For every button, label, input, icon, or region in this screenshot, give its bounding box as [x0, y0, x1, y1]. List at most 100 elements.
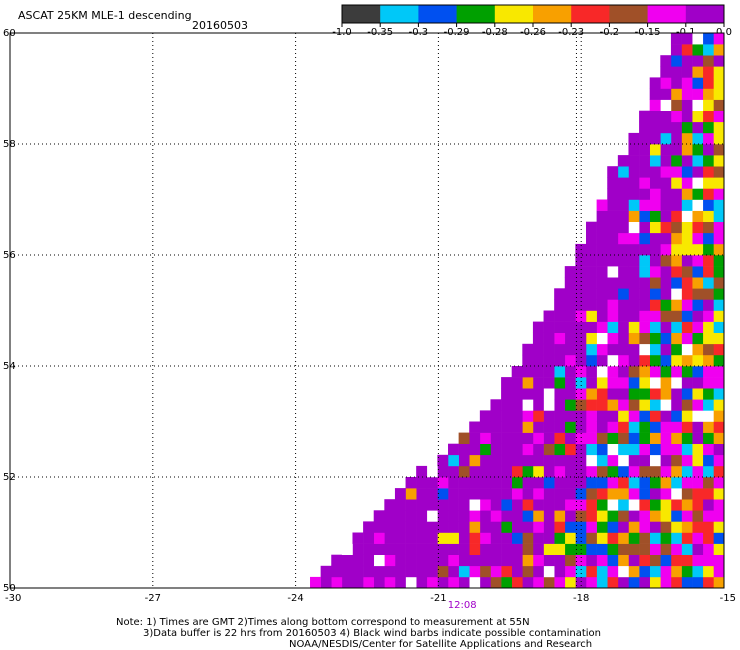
heatmap-cell: [660, 155, 672, 167]
heatmap-cell: [702, 121, 714, 134]
heatmap-cell: [692, 366, 704, 378]
heatmap-cell: [702, 521, 714, 533]
heatmap-cell: [384, 532, 396, 544]
heatmap-cell: [437, 477, 449, 489]
heatmap-cell: [341, 554, 353, 567]
heatmap-cell: [607, 532, 619, 544]
heatmap-cell: [501, 432, 512, 444]
heatmap-cell: [617, 221, 629, 234]
heatmap-cell: [586, 221, 597, 234]
heatmap-cell: [564, 288, 576, 300]
heatmap-cell: [363, 543, 375, 555]
heatmap-cell: [469, 477, 481, 489]
heatmap-cell: [617, 166, 629, 178]
heatmap-cell: [702, 321, 714, 333]
heatmap-cell: [713, 510, 725, 522]
heatmap-cell: [511, 388, 523, 400]
heatmap-cell: [628, 132, 640, 145]
heatmap-cell: [670, 321, 682, 333]
heatmap-cell: [564, 354, 576, 367]
heatmap-cell: [394, 499, 406, 511]
heatmap-cell: [532, 554, 544, 567]
heatmap-cell: [405, 554, 417, 567]
heatmap-cell: [479, 443, 491, 456]
heatmap-cell: [628, 177, 640, 189]
heatmap-cell: [660, 210, 672, 222]
heatmap-cell: [522, 432, 534, 444]
heatmap-cell: [670, 288, 682, 300]
heatmap-cell: [649, 77, 661, 89]
heatmap-cell: [702, 488, 714, 500]
heatmap-cell: [607, 277, 619, 289]
heatmap-cell: [628, 343, 640, 356]
y-tick-label: 52: [3, 472, 16, 483]
heatmap-cell: [660, 465, 672, 478]
heatmap-cell: [586, 432, 597, 444]
heatmap-cell: [437, 543, 449, 555]
heatmap-cell: [702, 77, 714, 89]
heatmap-cell: [617, 177, 629, 189]
heatmap-cell: [649, 255, 661, 267]
heatmap-cell: [692, 77, 704, 89]
heatmap-cell: [596, 521, 608, 533]
heatmap-cell: [458, 521, 470, 533]
heatmap-cell: [628, 477, 640, 489]
heatmap-cell: [522, 465, 534, 478]
heatmap-cell: [670, 299, 682, 311]
heatmap-cell: [713, 443, 725, 456]
heatmap-cell: [702, 221, 714, 234]
heatmap-cell: [458, 510, 470, 522]
heatmap-cell: [607, 576, 619, 589]
heatmap-cell: [660, 299, 672, 311]
heatmap-cell: [458, 477, 470, 489]
heatmap-cell: [543, 465, 555, 478]
heatmap-cell: [660, 288, 672, 300]
heatmap-cell: [416, 521, 428, 533]
heatmap-cell: [628, 166, 640, 178]
heatmap-cell: [639, 199, 650, 211]
heatmap-cell: [543, 488, 555, 500]
heatmap-cell: [554, 310, 566, 322]
heatmap-cell: [490, 499, 502, 511]
heatmap-cell: [639, 399, 650, 411]
heatmap-cell: [437, 521, 449, 533]
heatmap-cell: [458, 576, 470, 589]
heatmap-cell: [479, 421, 491, 433]
heatmap-cell: [586, 255, 597, 267]
heatmap-cell: [469, 499, 481, 511]
heatmap-cell: [713, 110, 725, 123]
heatmap-cell: [702, 477, 714, 489]
heatmap-cell: [649, 454, 661, 467]
heatmap-cell: [670, 454, 682, 467]
heatmap-cell: [649, 377, 661, 389]
heatmap-cell: [575, 310, 587, 322]
heatmap-cell: [511, 410, 523, 422]
heatmap-cell: [649, 299, 661, 311]
heatmap-cell: [628, 388, 640, 400]
heatmap-cell: [511, 377, 523, 389]
heatmap-cell: [702, 465, 714, 478]
heatmap-cell: [596, 554, 608, 567]
y-tick-label: 50: [3, 583, 16, 594]
heatmap-cell: [692, 210, 704, 222]
heatmap-cell: [702, 277, 714, 289]
heatmap-cell: [554, 510, 566, 522]
heatmap-cell: [373, 510, 385, 522]
heatmap-cell: [586, 299, 597, 311]
heatmap-cell: [628, 155, 640, 167]
heatmap-cell: [670, 277, 682, 289]
heatmap-cell: [649, 155, 661, 167]
heatmap-cell: [713, 354, 725, 367]
heatmap-cell: [713, 554, 725, 567]
heatmap-cell: [511, 543, 523, 555]
heatmap-cell: [670, 565, 682, 578]
heatmap-cell: [713, 377, 725, 389]
heatmap-cell: [639, 144, 650, 156]
colorbar-swatch: [456, 5, 496, 23]
heatmap-cell: [511, 399, 523, 411]
heatmap-cell: [681, 132, 693, 145]
heatmap-cell: [681, 510, 693, 522]
heatmap-cell: [575, 521, 587, 533]
heatmap-cell: [660, 55, 672, 67]
heatmap-cell: [670, 510, 682, 522]
